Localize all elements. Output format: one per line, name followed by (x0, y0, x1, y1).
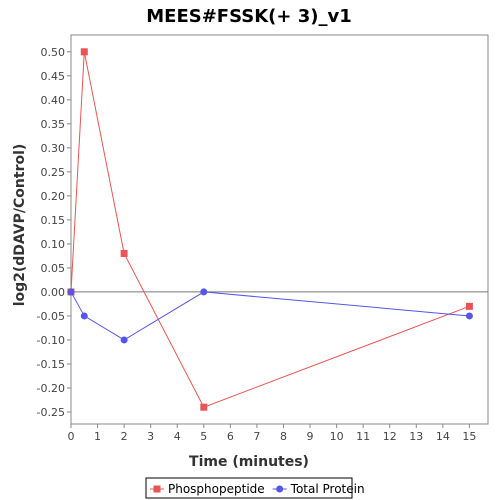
y-tick-label: 0.00 (41, 286, 66, 299)
x-tick-label: 7 (253, 430, 260, 443)
x-tick-label: 0 (68, 430, 75, 443)
legend-marker-total-protein (276, 485, 284, 493)
chart-title: MEES#FSSK(+ 3)_v1 (146, 6, 352, 27)
data-point-total-protein (80, 312, 88, 320)
x-tick-label: 2 (121, 430, 128, 443)
x-tick-label: 8 (280, 430, 287, 443)
data-point-phosphopeptide (80, 48, 88, 56)
y-tick-label: 0.35 (41, 118, 66, 131)
y-tick-label: 0.25 (41, 166, 66, 179)
plot-area (70, 34, 489, 425)
x-tick-label: 15 (462, 430, 476, 443)
legend-box (145, 477, 353, 499)
y-tick-label: -0.20 (37, 382, 65, 395)
data-point-phosphopeptide (120, 250, 128, 258)
legend-label-phosphopeptide: Phosphopeptide (168, 482, 265, 496)
x-axis-label: Time (minutes) (189, 454, 309, 470)
x-tick-label: 9 (307, 430, 314, 443)
x-tick-label: 12 (383, 430, 397, 443)
y-tick-label: -0.15 (37, 358, 65, 371)
legend-marker-phosphopeptide (153, 485, 161, 493)
y-tick-label: -0.05 (37, 310, 65, 323)
x-tick-label: 13 (409, 430, 423, 443)
data-point-total-protein (120, 336, 128, 344)
y-tick-label: 0.10 (41, 238, 66, 251)
y-tick-label: 0.15 (41, 214, 66, 227)
y-tick-label: 0.40 (41, 94, 66, 107)
legend: Phosphopeptide Total Protein (145, 477, 365, 499)
x-tick-label: 14 (436, 430, 450, 443)
data-point-total-protein (67, 288, 75, 296)
data-point-phosphopeptide (200, 403, 208, 411)
data-point-total-protein (465, 312, 473, 320)
y-axis-label: log2(dDAVP/Control) (12, 144, 28, 307)
y-tick-label: -0.10 (37, 334, 65, 347)
legend-label-total-protein: Total Protein (290, 482, 365, 496)
y-tick-label: 0.50 (41, 46, 66, 59)
y-tick-label: 0.05 (41, 262, 66, 275)
x-tick-label: 1 (94, 430, 101, 443)
x-tick-label: 6 (227, 430, 234, 443)
y-tick-label: -0.25 (37, 406, 65, 419)
x-tick-label: 4 (174, 430, 181, 443)
y-tick-label: 0.45 (41, 70, 66, 83)
y-tick-label: 0.30 (41, 142, 66, 155)
x-tick-label: 5 (200, 430, 207, 443)
x-tick-label: 10 (330, 430, 344, 443)
x-tick-label: 3 (147, 430, 154, 443)
data-point-total-protein (200, 288, 208, 296)
y-tick-label: 0.20 (41, 190, 66, 203)
data-point-phosphopeptide (465, 302, 473, 310)
x-tick-label: 11 (356, 430, 370, 443)
